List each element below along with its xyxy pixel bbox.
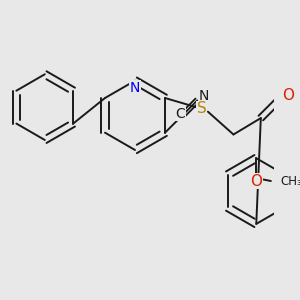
Text: O: O [250,173,262,188]
Text: S: S [197,101,206,116]
Text: N: N [199,89,209,103]
Text: CH₃: CH₃ [280,175,300,188]
Text: C: C [176,107,185,121]
Text: N: N [130,81,140,95]
Text: O: O [282,88,294,103]
